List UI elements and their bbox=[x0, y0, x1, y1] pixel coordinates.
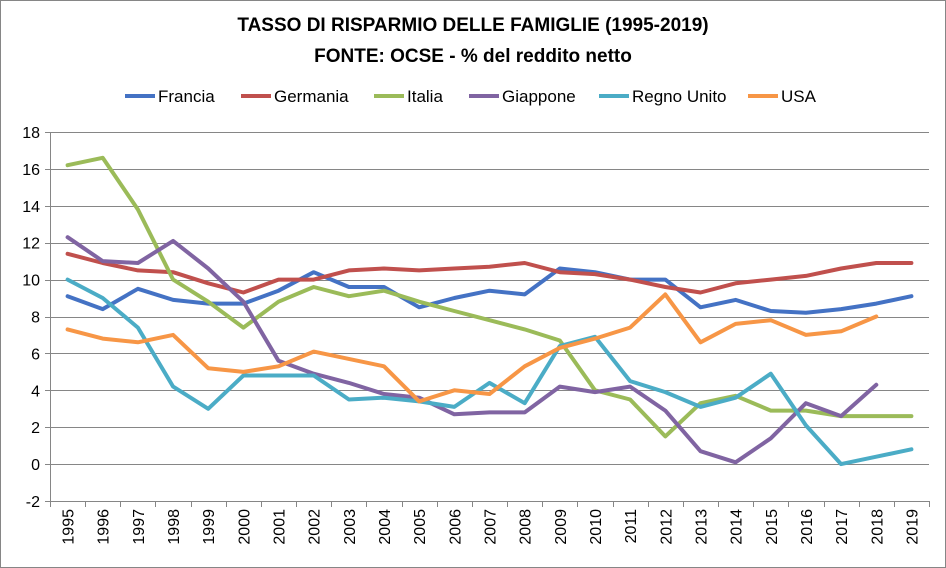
x-tick-label: 2009 bbox=[553, 509, 570, 545]
series-line-usa bbox=[65, 292, 879, 404]
y-tick-label: 18 bbox=[22, 125, 40, 142]
x-tick-label: 2013 bbox=[693, 509, 710, 545]
x-tick-label: 2003 bbox=[342, 509, 359, 545]
series-line-italia bbox=[65, 155, 914, 439]
y-tick-label: 16 bbox=[22, 162, 40, 179]
x-tick-label: 2017 bbox=[834, 509, 851, 545]
series-line-germania bbox=[65, 251, 914, 295]
x-tick-label: 2002 bbox=[307, 509, 324, 545]
x-tick-label: 2000 bbox=[236, 509, 253, 545]
y-tick-label: 6 bbox=[31, 346, 40, 363]
legend-entry: Giappone bbox=[502, 87, 576, 106]
legend-entry: Italia bbox=[407, 87, 443, 106]
y-tick-label: 4 bbox=[31, 383, 40, 400]
x-tick-label: 2014 bbox=[729, 509, 746, 545]
gridlines bbox=[50, 132, 929, 465]
y-tick-label: 8 bbox=[31, 310, 40, 327]
legend-entry: Germania bbox=[274, 87, 349, 106]
y-tick-label: 10 bbox=[22, 273, 40, 290]
x-tick-label: 2005 bbox=[412, 509, 429, 545]
x-tick-label: 1995 bbox=[61, 509, 78, 545]
x-tick-label: 2007 bbox=[483, 509, 500, 545]
chart-subtitle: FONTE: OCSE - % del reddito netto bbox=[314, 46, 632, 67]
series-line-regno-unito bbox=[65, 277, 914, 467]
series-line-giappone bbox=[65, 235, 879, 465]
y-tick-label: 2 bbox=[31, 420, 40, 437]
axes bbox=[45, 132, 930, 507]
x-tick-label: 2018 bbox=[869, 509, 886, 545]
x-tick-label: 2010 bbox=[588, 509, 605, 545]
legend: Francia Germania Italia Giappone Regno Unito… bbox=[125, 87, 817, 106]
x-tick-label: 2011 bbox=[623, 509, 640, 544]
x-tick-label: 2019 bbox=[904, 509, 921, 545]
x-tick-label: 2001 bbox=[272, 509, 289, 545]
x-tick-label: 1998 bbox=[166, 509, 183, 545]
x-tick-label: 2015 bbox=[764, 509, 781, 545]
chart-title: TASSO DI RISPARMIO DELLE FAMIGLIE (1995-… bbox=[237, 15, 708, 36]
legend-entry: USA bbox=[781, 87, 817, 106]
x-tick-label: 2006 bbox=[447, 509, 464, 545]
y-tick-label: -2 bbox=[26, 494, 40, 511]
y-tick-label: 0 bbox=[31, 457, 40, 474]
y-axis-ticks: -2 0 2 4 6 8 10 12 14 16 18 bbox=[22, 125, 40, 511]
x-tick-label: 1997 bbox=[131, 509, 148, 545]
x-tick-label: 1999 bbox=[201, 509, 218, 545]
x-tick-label: 2016 bbox=[799, 509, 816, 545]
x-tick-label: 1996 bbox=[96, 509, 113, 545]
x-axis-ticks: 1995 1996 1997 1998 1999 2000 2001 2002 2003 2004… bbox=[61, 509, 922, 545]
series-lines bbox=[65, 155, 914, 467]
legend-entry: Regno Unito bbox=[632, 87, 727, 106]
x-tick-label: 2012 bbox=[658, 509, 675, 545]
legend-entry: Francia bbox=[158, 87, 215, 106]
y-tick-label: 12 bbox=[22, 236, 40, 253]
x-tick-label: 2008 bbox=[518, 509, 535, 545]
x-tick-label: 2004 bbox=[377, 509, 394, 545]
y-tick-label: 14 bbox=[22, 199, 40, 216]
